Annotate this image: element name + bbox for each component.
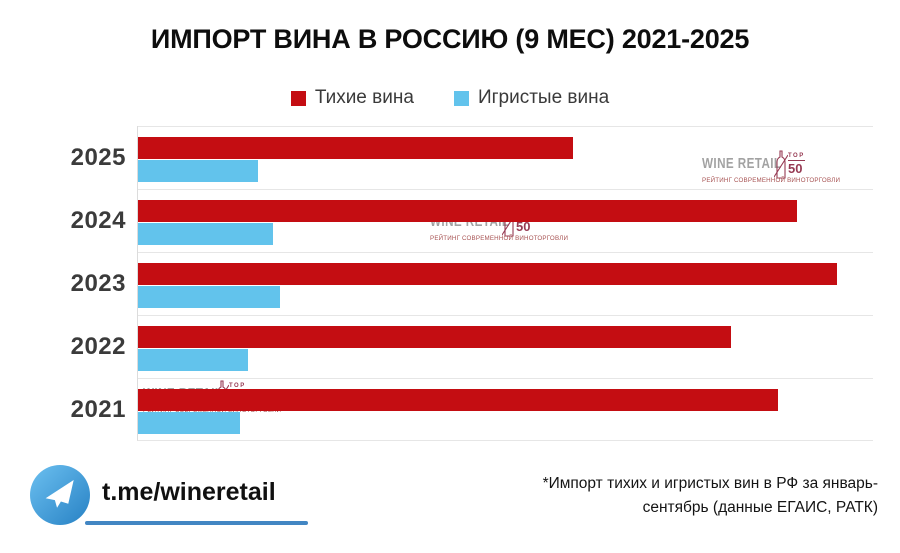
y-axis-labels: 2025 2024 2023 2022 2021 <box>38 126 126 441</box>
bar-sparkling-wine-2025 <box>138 160 258 182</box>
y-axis-label-2025: 2025 <box>70 143 126 171</box>
chart-legend: Тихие вина Игристые вина <box>0 87 900 109</box>
legend-label-still-wine: Тихие вина <box>314 87 414 108</box>
legend-label-sparkling-wine: Игристые вина <box>477 87 610 108</box>
watermark-subtitle: РЕЙТИНГ СОВРЕМЕННОЙ ВИНОТОРГОВЛИ <box>430 235 569 242</box>
bar-sparkling-wine-2024 <box>138 223 273 245</box>
telegram-handle-link[interactable]: t.me/wineretail <box>102 478 276 506</box>
chart-row-2024 <box>138 189 873 252</box>
bar-sparkling-wine-2021 <box>138 412 241 434</box>
chart-row-2022 <box>138 315 873 378</box>
y-axis-label-2024: 2024 <box>70 206 126 234</box>
paper-plane-icon <box>45 479 74 508</box>
legend-item-still-wine: Тихие вина <box>290 87 414 109</box>
page-title: ИМПОРТ ВИНА В РОССИЮ (9 МЕС) 2021-2025 <box>150 24 750 54</box>
bar-sparkling-wine-2022 <box>138 349 249 371</box>
telegram-icon[interactable] <box>30 465 90 525</box>
footnote-line-1: *Импорт тихих и игристых вин в РФ за янв… <box>542 475 878 492</box>
bar-still-wine-2021 <box>138 389 779 411</box>
y-axis-label-2021: 2021 <box>70 395 126 423</box>
chart-row-2021 <box>138 378 873 441</box>
footnote-line-2: сентябрь (данные ЕГАИС, РАТК) <box>642 499 878 516</box>
chart-footnote: *Импорт тихих и игристых вин в РФ за янв… <box>458 472 878 520</box>
bar-sparkling-wine-2023 <box>138 286 280 308</box>
chart-row-2023 <box>138 252 873 315</box>
y-axis-label-2023: 2023 <box>70 269 126 297</box>
bar-still-wine-2025 <box>138 137 574 159</box>
y-axis-label-2022: 2022 <box>70 332 126 360</box>
bar-still-wine-2023 <box>138 263 837 285</box>
watermark-subtitle: РЕЙТИНГ СОВРЕМЕННОЙ ВИНОТОРГОВЛИ <box>702 177 841 184</box>
bar-still-wine-2024 <box>138 200 798 222</box>
wine-bottle-glass-icon <box>773 150 789 185</box>
legend-item-sparkling-wine: Игристые вина <box>453 87 610 109</box>
legend-swatch-sparkling-wine <box>453 90 469 106</box>
chart-row-2025 <box>138 126 873 189</box>
telegram-underline <box>85 521 308 525</box>
watermark-top50-badge: TOP 50 <box>788 153 805 176</box>
legend-swatch-still-wine <box>290 90 306 106</box>
bar-still-wine-2022 <box>138 326 732 348</box>
watermark-brand-text: WINE RETAIL <box>702 155 782 172</box>
wine-retail-watermark: WINE RETAIL TOP 50 РЕЙТИНГ СОВРЕМЕННОЙ В… <box>702 150 841 188</box>
bar-chart-plot-area <box>137 126 873 441</box>
